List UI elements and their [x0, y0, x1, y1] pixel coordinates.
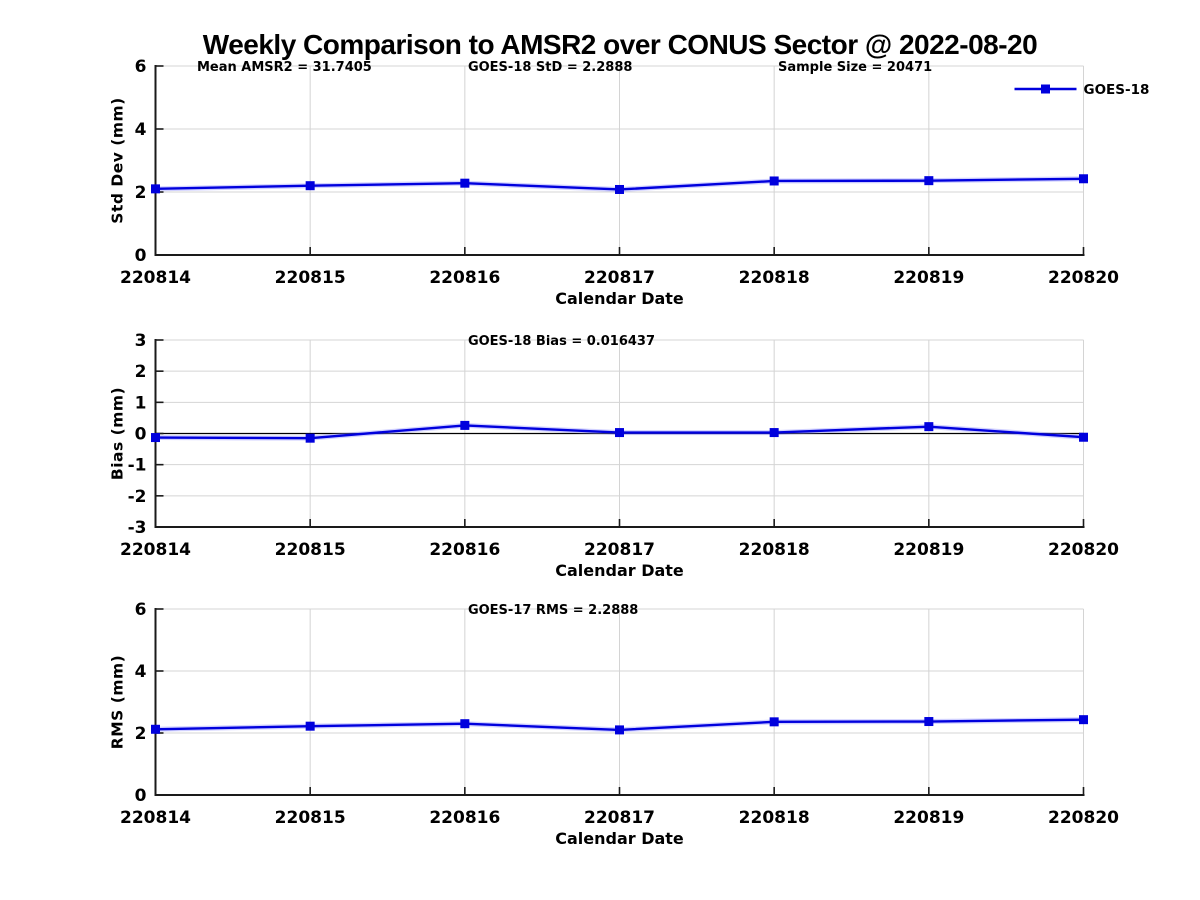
x-tick-label: 220820 — [1048, 808, 1119, 828]
data-point-marker — [769, 176, 779, 186]
data-point-marker — [460, 719, 470, 729]
x-tick-label: 220814 — [120, 268, 191, 288]
subplot-std-dev: 220814 220815 220816 220817 220818 220819 2208… — [109, 57, 1150, 308]
x-tick-label: 220817 — [584, 808, 655, 828]
y-axis-title: RMS (mm) — [109, 655, 127, 749]
x-tick-label: 220816 — [429, 540, 500, 560]
data-point-marker — [1079, 174, 1088, 184]
x-tick-label: 220817 — [584, 540, 655, 560]
x-tick-label: 220818 — [739, 808, 810, 828]
y-tick-label: 6 — [135, 600, 147, 620]
data-point-marker — [460, 420, 470, 430]
x-axis-title: Calendar Date — [555, 829, 684, 848]
data-point-marker — [924, 717, 934, 727]
gridlines — [155, 608, 1084, 795]
annotation-text: Sample Size = 20471 — [778, 60, 932, 75]
data-point-marker — [769, 428, 779, 438]
data-point-marker — [460, 178, 470, 188]
y-tick-label: -3 — [128, 518, 147, 538]
x-tick-label: 220815 — [275, 808, 346, 828]
x-tick-label: 220818 — [739, 540, 810, 560]
legend-label: GOES-18 — [1084, 82, 1150, 98]
y-tick-label: 0 — [135, 246, 147, 266]
x-tick-label: 220815 — [275, 540, 346, 560]
x-axis-title: Calendar Date — [555, 561, 684, 580]
y-tick-label: 2 — [135, 183, 147, 203]
x-tick-label: 220819 — [893, 268, 964, 288]
data-point-marker — [151, 433, 160, 443]
annotation-text: GOES-18 Bias = 0.016437 — [468, 334, 655, 349]
data-point-marker — [305, 433, 315, 443]
y-tick-label: 2 — [135, 362, 147, 382]
gridlines — [155, 65, 1084, 255]
tick-marks — [154, 608, 1085, 796]
data-point-marker — [769, 717, 779, 727]
x-tick-label: 220814 — [120, 808, 191, 828]
x-axis-title: Calendar Date — [555, 289, 684, 308]
y-tick-label: 0 — [135, 786, 147, 806]
x-tick-label: 220817 — [584, 268, 655, 288]
data-point-marker — [1079, 432, 1088, 442]
legend-marker — [1041, 84, 1050, 94]
x-tick-label: 220819 — [893, 808, 964, 828]
y-tick-label: 0 — [135, 425, 147, 445]
x-tick-label: 220815 — [275, 268, 346, 288]
legend: GOES-18 — [1014, 82, 1150, 98]
data-point-marker — [305, 721, 315, 731]
figure-title: Weekly Comparison to AMSR2 over CONUS Se… — [202, 29, 1038, 60]
subplot-bias: 220814 220815 220816 220817 220818 220819 2208… — [109, 331, 1120, 580]
x-tick-label: 220816 — [429, 808, 500, 828]
y-tick-label: -1 — [128, 456, 147, 476]
data-point-marker — [924, 422, 934, 432]
tick-marks — [154, 339, 1085, 528]
y-tick-label: 4 — [135, 662, 147, 682]
tick-marks — [154, 65, 1085, 256]
y-tick-label: -2 — [128, 487, 147, 507]
y-axis-title: Std Dev (mm) — [109, 97, 127, 223]
y-tick-label: 6 — [135, 57, 147, 77]
x-tick-label: 220818 — [739, 268, 810, 288]
data-point-marker — [1079, 715, 1088, 725]
y-tick-label: 2 — [135, 724, 147, 744]
data-point-marker — [151, 184, 160, 194]
y-axis-title: Bias (mm) — [109, 387, 127, 480]
y-tick-label: 3 — [135, 331, 147, 351]
x-tick-label: 220820 — [1048, 540, 1119, 560]
x-tick-label: 220814 — [120, 540, 191, 560]
x-tick-label: 220819 — [893, 540, 964, 560]
annotation-text: GOES-17 RMS = 2.2888 — [468, 603, 638, 618]
data-point-marker — [615, 184, 624, 194]
data-point-marker — [924, 176, 934, 186]
y-tick-label: 1 — [135, 393, 147, 413]
x-tick-label: 220816 — [429, 268, 500, 288]
data-point-marker — [151, 724, 160, 734]
y-tick-label: 4 — [135, 120, 147, 140]
data-point-marker — [615, 428, 624, 438]
annotation-text: GOES-18 StD = 2.2888 — [468, 60, 632, 75]
data-point-marker — [305, 181, 315, 191]
data-point-marker — [615, 725, 624, 735]
subplot-rms: 220814 220815 220816 220817 220818 220819 2208… — [109, 600, 1120, 848]
x-tick-label: 220820 — [1048, 268, 1119, 288]
annotation-text: Mean AMSR2 = 31.7405 — [197, 60, 372, 75]
